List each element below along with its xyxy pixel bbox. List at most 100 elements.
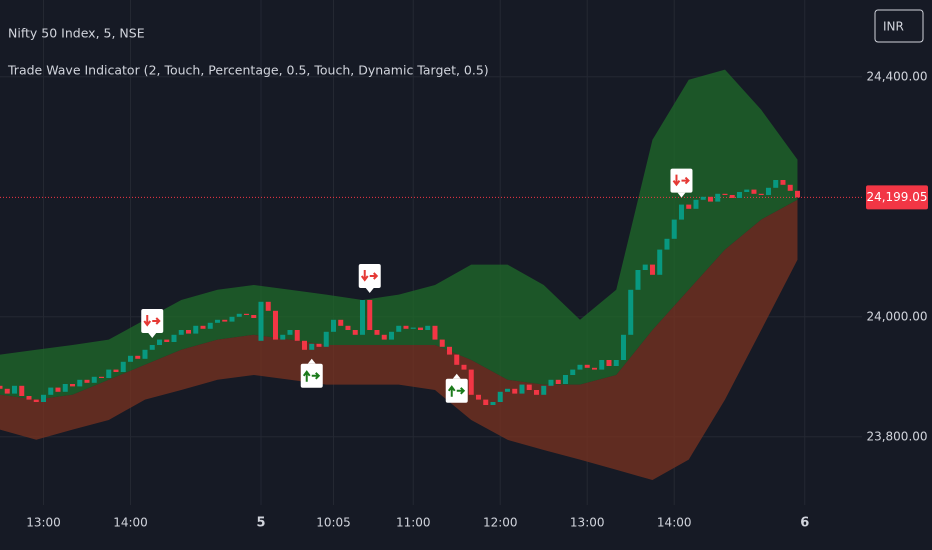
candle [765,187,771,195]
currency-button[interactable] [874,9,924,43]
candle [323,331,329,347]
candle [548,379,554,386]
y-tick-label: 23,800.00 [866,429,927,443]
candle [606,360,612,366]
candle [236,313,242,317]
candle [352,330,358,335]
candle [635,270,641,290]
last-price-box [866,185,928,210]
x-tick-label: 5 [256,516,265,531]
candle [700,196,706,200]
x-tick-label: 14:00 [657,516,692,530]
x-tick-label: 11:00 [396,516,431,530]
candle [758,193,764,195]
indicator-label: Trade Wave Indicator (2, Touch, Percenta… [7,63,489,78]
candle [599,360,605,370]
candle [345,325,351,330]
candle [439,339,445,347]
candle [562,375,568,384]
candle [178,330,184,335]
candle [272,310,278,340]
candle [620,334,626,360]
plot-area [0,69,862,481]
signal-marker [141,309,164,338]
candle [171,334,177,342]
candle [330,319,336,332]
candle [251,315,257,318]
candle [40,394,46,402]
candle [671,219,677,239]
candle [280,334,286,340]
candle [367,300,373,330]
candle [417,327,423,330]
candle [287,330,293,335]
candle [338,319,344,326]
candle [715,193,721,202]
candle [591,367,597,370]
candle [258,301,264,341]
candle [693,199,699,209]
candle [193,325,199,334]
candle [0,385,3,389]
candle [164,339,170,342]
candle [62,384,68,392]
candle [4,388,10,394]
candle [751,189,757,194]
candle [649,264,655,275]
candle [787,184,793,191]
marker-icon [360,270,379,282]
candle [533,390,539,395]
candle [512,388,518,394]
candle [222,319,228,322]
candle [461,364,467,370]
candle [584,364,590,368]
candle [519,384,525,394]
upper-band [0,69,798,400]
candle [26,396,32,400]
candle [127,355,133,362]
x-tick-label: 13:00 [26,516,61,530]
candle [396,325,402,332]
candle [77,379,83,387]
x-tick-label: 14:00 [113,516,148,530]
currency-label[interactable]: INR [883,20,904,34]
candle [265,301,271,311]
candle [135,355,141,359]
lower-band [0,199,798,481]
signal-marker [670,168,693,198]
candle [55,387,61,392]
candle [142,349,148,359]
candle [483,399,489,405]
candle [359,300,365,335]
candle [555,379,561,384]
candle [736,192,742,198]
candle [207,322,213,329]
candle [91,376,97,383]
signal-marker [445,373,468,403]
candle [120,361,126,372]
candle [200,325,206,329]
y-tick-label: 24,400.00 [866,69,927,83]
candle [744,189,750,192]
candle [729,195,735,198]
x-tick-label: 10:05 [316,516,351,530]
candle [69,384,75,387]
candle [229,316,235,322]
candle [628,289,634,335]
marker-pointer [452,373,461,379]
candle [410,327,416,329]
candle [98,376,104,378]
candle [570,369,576,375]
candle [577,364,583,370]
marker-icon [143,315,161,327]
candle [526,384,532,390]
candle [468,369,474,395]
marker-icon [447,385,466,397]
candle [773,180,779,188]
chart-title: Nifty 50 Index, 5, NSE [8,26,145,41]
candle [613,360,619,366]
candle [316,343,322,347]
candle [722,193,728,195]
candle [388,331,394,340]
